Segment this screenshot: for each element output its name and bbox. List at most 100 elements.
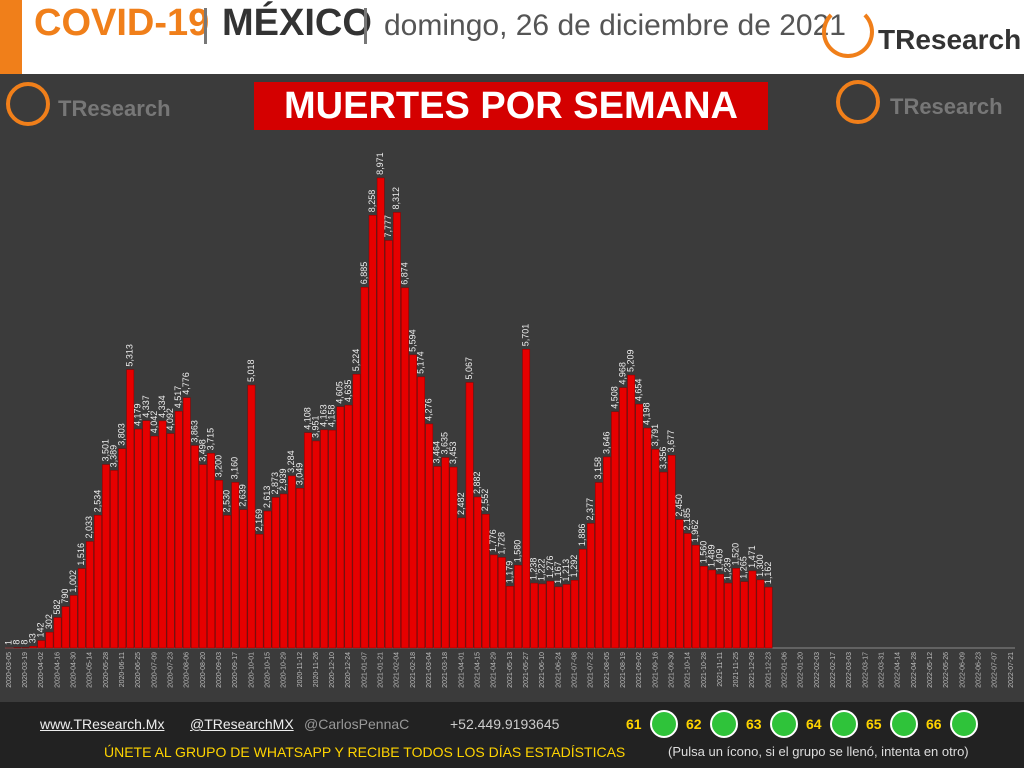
bar	[481, 514, 490, 649]
separator	[364, 8, 367, 44]
whatsapp-group[interactable]: 66	[926, 708, 996, 742]
x-tick-label: 2021-03-18	[442, 652, 449, 688]
bar	[85, 541, 94, 649]
x-tick-label: 2022-04-28	[911, 652, 918, 688]
whatsapp-icon[interactable]	[770, 710, 798, 738]
x-tick-label: 2021-12-09	[749, 652, 756, 688]
bar	[29, 646, 38, 649]
bar	[61, 606, 70, 649]
x-tick-label: 2021-10-28	[701, 652, 708, 688]
website-link[interactable]: www.TResearch.Mx	[40, 716, 165, 732]
x-tick-label: 2020-08-20	[200, 652, 207, 688]
x-tick-label: 2020-05-28	[103, 652, 110, 688]
value-label: 3,501	[100, 439, 110, 462]
value-label: 4,108	[302, 407, 312, 430]
x-tick-label: 2021-02-04	[394, 652, 401, 688]
x-tick-label: 2020-06-25	[135, 652, 142, 688]
value-label: 2,185	[682, 508, 692, 531]
bar	[546, 580, 555, 649]
bar	[174, 411, 183, 649]
group-number[interactable]: 64	[806, 716, 822, 732]
value-label: 2,033	[84, 516, 94, 539]
value-label: 1,179	[504, 561, 514, 584]
whatsapp-group[interactable]: 64	[806, 708, 876, 742]
value-label: 7,777	[383, 215, 393, 238]
x-tick-label: 2020-10-15	[264, 652, 271, 688]
bar	[716, 573, 724, 649]
value-label: 4,517	[173, 386, 183, 409]
bar	[102, 464, 110, 649]
bar	[304, 432, 312, 649]
value-label: 4,276	[424, 398, 434, 421]
value-label: 4,968	[617, 362, 627, 385]
value-label: 4,776	[181, 372, 191, 395]
whatsapp-group[interactable]: 62	[686, 708, 756, 742]
bar	[134, 428, 143, 649]
x-tick-label: 2022-03-31	[879, 652, 886, 688]
x-tick-label: 2021-03-04	[426, 652, 433, 688]
whatsapp-group[interactable]: 63	[746, 708, 816, 742]
x-tick-label: 2022-04-14	[895, 652, 902, 688]
bar	[594, 482, 603, 649]
bar	[425, 423, 434, 649]
x-tick-label: 2021-12-23	[765, 652, 772, 688]
twitter[interactable]: @TResearchMX	[190, 716, 294, 732]
value-label: 4,605	[335, 381, 345, 404]
group-number[interactable]: 62	[686, 716, 702, 732]
bar	[336, 406, 345, 649]
group-number[interactable]: 65	[866, 716, 882, 732]
value-label: 2,377	[585, 498, 595, 521]
bar	[150, 435, 159, 649]
x-tick-label: 2021-05-13	[507, 652, 514, 688]
bar	[651, 449, 660, 649]
bar	[255, 534, 264, 649]
x-tick-label: 2020-04-02	[38, 652, 45, 688]
twitter-link[interactable]: @TResearchMX	[190, 716, 294, 732]
bar	[126, 369, 135, 649]
x-tick-label: 2020-03-19	[22, 652, 29, 688]
website[interactable]: www.TResearch.Mx	[40, 716, 164, 732]
whatsapp-group[interactable]: 65	[866, 708, 936, 742]
value-label: 3,049	[294, 463, 304, 486]
bar	[441, 457, 450, 649]
x-tick-label: 2021-08-05	[604, 652, 611, 688]
bar	[376, 177, 385, 649]
bar	[554, 586, 563, 649]
accent-bar	[0, 0, 22, 74]
x-tick-label: 2022-03-17	[862, 652, 869, 688]
x-tick-label: 2021-01-07	[361, 652, 368, 688]
whatsapp-icon[interactable]	[890, 710, 918, 738]
bar	[312, 440, 320, 649]
bar	[352, 374, 361, 649]
value-label: 2,482	[456, 492, 466, 515]
x-tick-label: 2021-07-22	[588, 652, 595, 688]
value-label: 8,971	[375, 152, 385, 175]
value-label: 3,464	[432, 441, 442, 464]
x-tick-label: 2020-10-29	[281, 652, 288, 688]
value-label: 2,882	[472, 471, 482, 494]
logo: TResearch	[890, 94, 1003, 119]
whatsapp-icon[interactable]	[650, 710, 678, 738]
group-number[interactable]: 61	[626, 716, 642, 732]
group-number[interactable]: 66	[926, 716, 942, 732]
bar	[611, 411, 619, 649]
bar	[724, 582, 733, 649]
whatsapp-icon[interactable]	[710, 710, 738, 738]
group-number[interactable]: 63	[746, 716, 762, 732]
whatsapp-icon[interactable]	[950, 710, 978, 738]
separator	[204, 8, 207, 44]
whatsapp-icon[interactable]	[830, 710, 858, 738]
bar	[231, 482, 240, 649]
value-label: 1,213	[561, 559, 571, 582]
value-label: 1	[3, 640, 13, 645]
bar	[320, 429, 329, 649]
bar	[700, 566, 708, 649]
value-label: 1,489	[706, 544, 716, 567]
value-label: 1,222	[537, 558, 547, 581]
bar	[190, 445, 199, 649]
value-label: 2,534	[92, 490, 102, 513]
value-label: 142	[36, 623, 46, 638]
x-tick-label: 2022-02-17	[830, 652, 837, 688]
x-tick-label: 2020-08-06	[184, 652, 191, 688]
whatsapp-group[interactable]: 61	[626, 708, 696, 742]
